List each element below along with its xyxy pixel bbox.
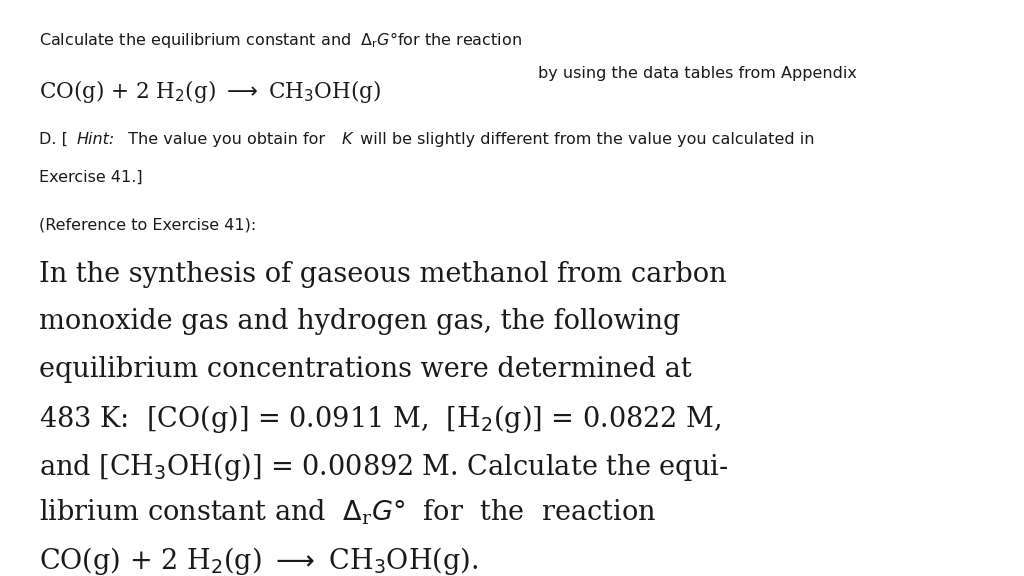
Text: librium constant and  $\Delta_{\mathregular{r}}G°$  for  the  reaction: librium constant and $\Delta_{\mathregul…: [39, 498, 656, 528]
Text: Calculate the equilibrium constant and  $\Delta_{\mathregular{r}}G°$for the reac: Calculate the equilibrium constant and $…: [39, 29, 522, 50]
Text: The value you obtain for: The value you obtain for: [123, 132, 330, 147]
Text: by using the data tables from Appendix: by using the data tables from Appendix: [538, 66, 856, 81]
Text: will be slightly different from the value you calculated in: will be slightly different from the valu…: [355, 132, 815, 147]
Text: 483 K:  [CO(g)] = 0.0911 M,  [H$_2$(g)] = 0.0822 M,: 483 K: [CO(g)] = 0.0911 M, [H$_2$(g)] = …: [39, 403, 721, 435]
Text: and [CH$_3$OH(g)] = 0.00892 M. Calculate the equi-: and [CH$_3$OH(g)] = 0.00892 M. Calculate…: [39, 450, 728, 483]
Text: D. [: D. [: [39, 132, 68, 147]
Text: equilibrium concentrations were determined at: equilibrium concentrations were determin…: [39, 356, 691, 383]
Text: CO(g) + 2 H$_2$(g) $\longrightarrow$ CH$_3$OH(g).: CO(g) + 2 H$_2$(g) $\longrightarrow$ CH$…: [39, 545, 478, 576]
Text: Exercise 41.]: Exercise 41.]: [39, 169, 142, 184]
Text: monoxide gas and hydrogen gas, the following: monoxide gas and hydrogen gas, the follo…: [39, 308, 680, 335]
Text: CO(g) + 2 H$_2$(g) $\longrightarrow$ CH$_3$OH(g): CO(g) + 2 H$_2$(g) $\longrightarrow$ CH$…: [39, 78, 381, 105]
Text: K: K: [342, 132, 352, 147]
Text: In the synthesis of gaseous methanol from carbon: In the synthesis of gaseous methanol fro…: [39, 261, 727, 288]
Text: (Reference to Exercise 41):: (Reference to Exercise 41):: [39, 218, 256, 233]
Text: Hint:: Hint:: [77, 132, 115, 147]
